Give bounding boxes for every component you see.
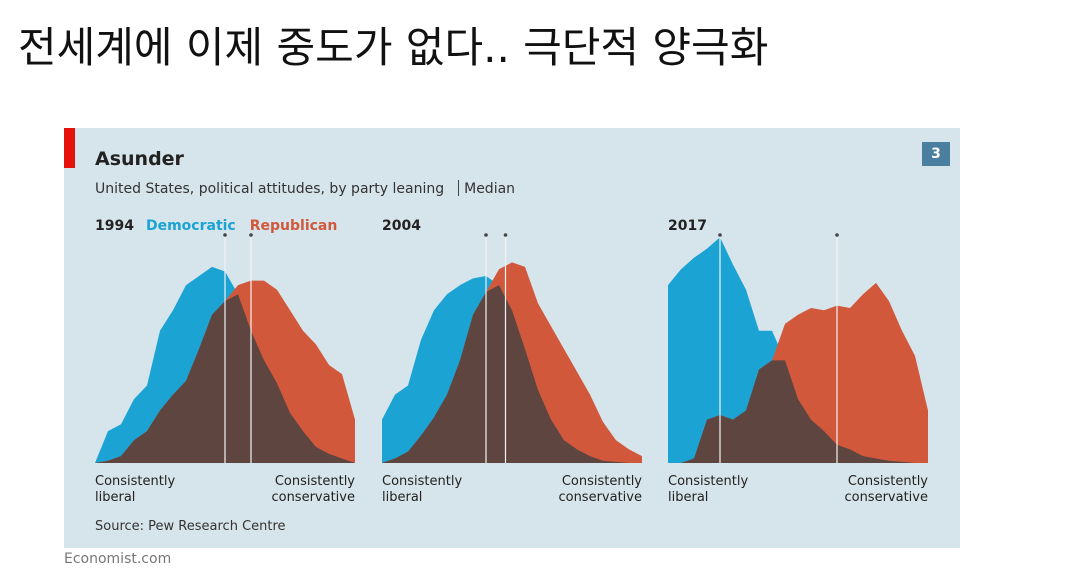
chart-title: Asunder	[95, 148, 184, 170]
overlap-area	[668, 360, 928, 463]
legend-entry: Democratic	[146, 218, 236, 234]
median-dot	[484, 233, 488, 237]
axis-label: Consistently conservative	[271, 474, 355, 505]
axis-label: Consistently conservative	[558, 474, 642, 505]
area-chart: 2017	[668, 218, 928, 463]
axis-label: Consistently liberal	[382, 474, 463, 505]
badge: 3	[922, 142, 950, 166]
axis-label: Consistently liberal	[668, 474, 749, 505]
heading: 전세계에 이제 중도가 없다.. 극단적 양극화	[18, 23, 769, 72]
area	[668, 282, 928, 463]
subtitle: United States, political attitudes, by p…	[95, 180, 515, 197]
median-dot	[223, 233, 227, 237]
legend-entry: Republican	[250, 218, 338, 234]
median-icon	[458, 180, 460, 196]
median-dot	[835, 233, 839, 237]
area	[668, 237, 928, 463]
credit: Economist.com	[64, 551, 172, 567]
overlap-area	[382, 285, 642, 463]
source: Source: Pew Research Centre	[95, 519, 286, 534]
panel-title: 1994	[95, 218, 134, 234]
median-dot	[503, 233, 508, 237]
median-dot	[249, 233, 253, 237]
median-dot	[718, 233, 722, 237]
red-bar	[64, 128, 75, 168]
figure: Asunder United States, political attitud…	[64, 128, 960, 548]
area-chart: 2004	[382, 218, 642, 463]
axis-label: Consistently liberal	[95, 474, 176, 505]
area-chart: 1994 Democratic Republican	[95, 218, 355, 463]
panel-title: 2017	[668, 218, 707, 234]
subtitle-text: United States, political attitudes, by p…	[95, 181, 445, 197]
panel-title: 2004	[382, 218, 421, 234]
axis-label: Consistently conservative	[844, 474, 928, 505]
median-legend: Median	[464, 181, 516, 197]
